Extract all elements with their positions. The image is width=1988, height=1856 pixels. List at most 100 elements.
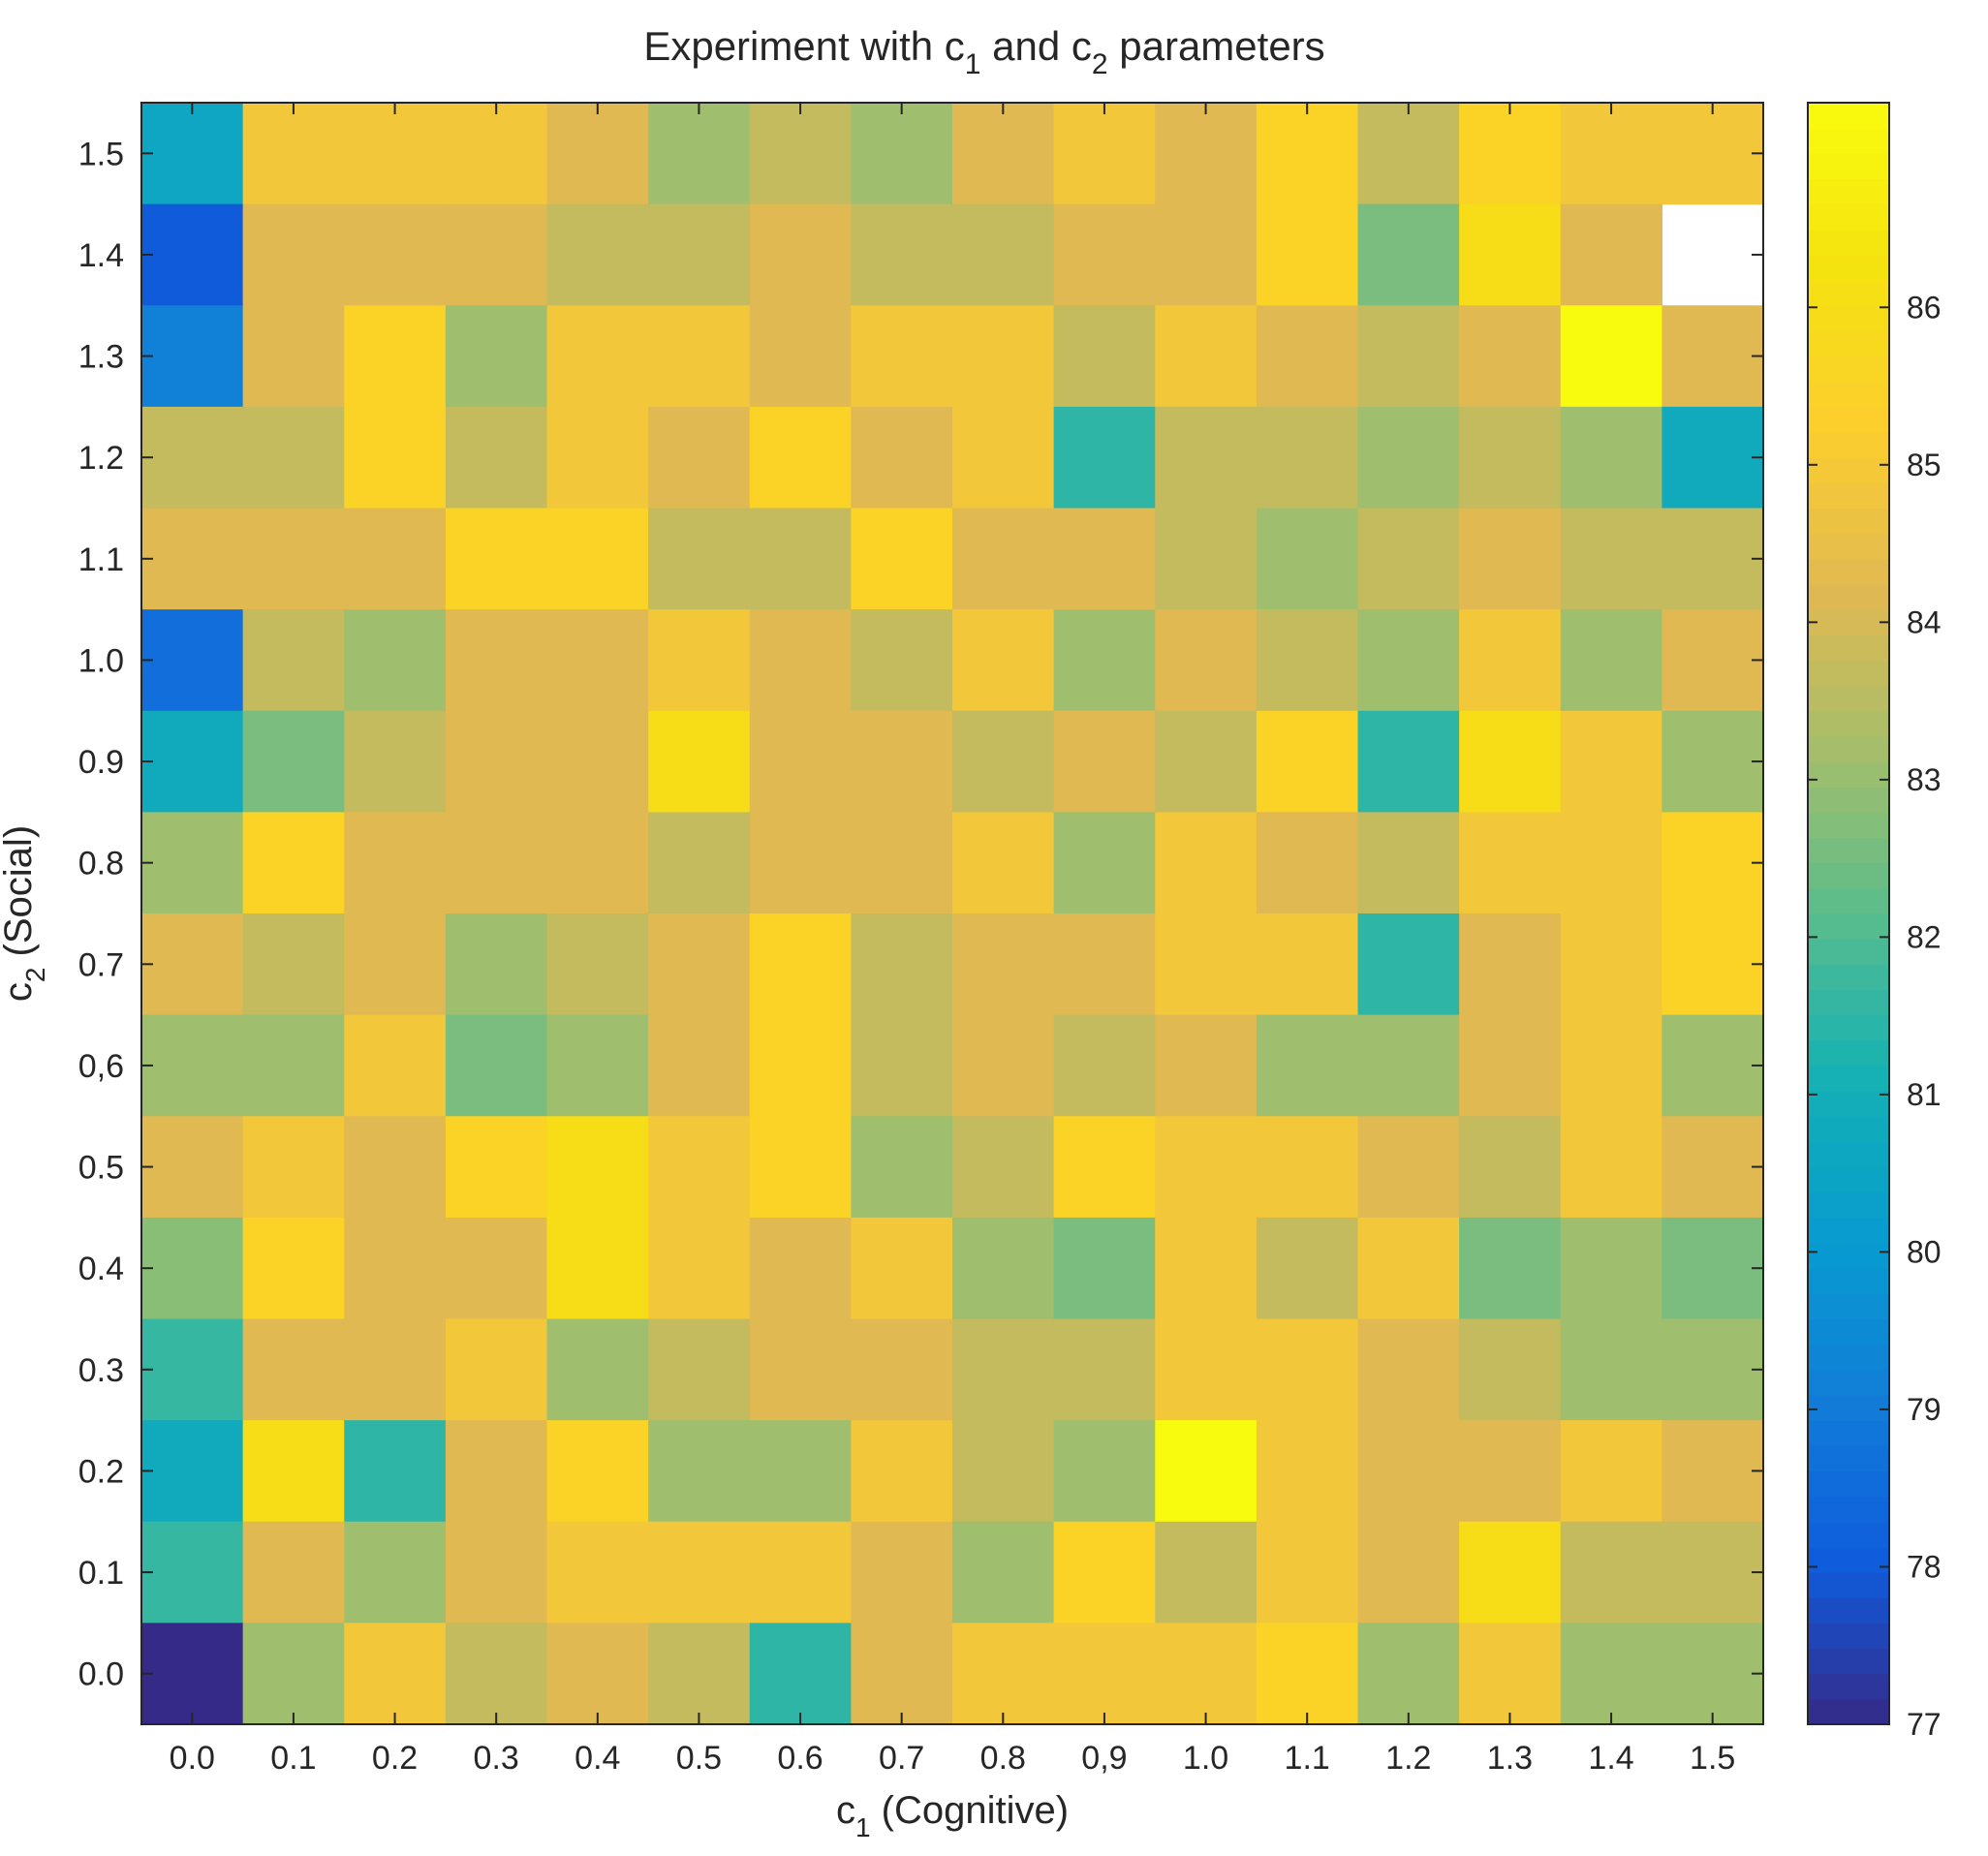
heatmap-cell bbox=[1155, 1521, 1258, 1624]
heatmap-cell bbox=[952, 103, 1055, 205]
colorbar-swatch bbox=[1808, 939, 1889, 965]
y-axis-label: c2 (Social) bbox=[0, 825, 50, 1002]
heatmap-cell bbox=[952, 1116, 1055, 1219]
heatmap-cell bbox=[344, 1014, 447, 1117]
heatmap-cell bbox=[445, 812, 548, 914]
heatmap-cell bbox=[749, 1318, 852, 1421]
heatmap-cell bbox=[242, 1116, 345, 1219]
heatmap-cell bbox=[851, 1521, 953, 1624]
heatmap-cell bbox=[1155, 406, 1258, 510]
colorbar-tick-label: 81 bbox=[1907, 1077, 1941, 1112]
heatmap-cell bbox=[952, 203, 1055, 306]
heatmap-cell bbox=[141, 1014, 244, 1117]
heatmap-cell bbox=[1459, 1420, 1562, 1523]
colorbar-swatch bbox=[1808, 1318, 1889, 1346]
heatmap-cell bbox=[851, 203, 953, 306]
heatmap-cell bbox=[445, 710, 548, 813]
heatmap-cell bbox=[1662, 1014, 1764, 1117]
colorbar-swatch bbox=[1808, 1445, 1889, 1472]
heatmap-cell bbox=[1459, 913, 1562, 1016]
heatmap-cell bbox=[1053, 1116, 1156, 1219]
heatmap-cell bbox=[1357, 812, 1460, 914]
colorbar-swatch bbox=[1808, 254, 1889, 281]
heatmap-cell bbox=[546, 609, 649, 712]
heatmap-cell bbox=[546, 305, 649, 408]
heatmap-cell bbox=[1256, 1014, 1359, 1117]
heatmap-cell bbox=[1560, 1521, 1662, 1624]
colorbar-swatch bbox=[1808, 609, 1889, 635]
heatmap-cell bbox=[1155, 913, 1258, 1016]
colorbar-swatch bbox=[1808, 634, 1889, 662]
heatmap-cell bbox=[1560, 913, 1662, 1016]
colorbar-swatch bbox=[1808, 1673, 1889, 1700]
heatmap-cell bbox=[648, 1116, 751, 1219]
y-tick-label: 0.7 bbox=[78, 946, 124, 983]
colorbar-swatch bbox=[1808, 1166, 1889, 1193]
heatmap-cell bbox=[1053, 1217, 1156, 1320]
y-axis-ticks: 0.0 0.1 0.2 0.3 0.4 0.5 0,6 0.7 0.8 0.9 1.0 1.1 1.2 1… bbox=[78, 136, 1763, 1693]
heatmap-cell bbox=[1053, 710, 1156, 813]
heatmap-cell bbox=[1560, 609, 1662, 712]
heatmap-cell bbox=[1256, 203, 1359, 306]
heatmap-cell bbox=[648, 812, 751, 914]
heatmap-cell bbox=[242, 1318, 345, 1421]
heatmap-cell bbox=[1560, 203, 1662, 306]
colorbar-swatch bbox=[1808, 1116, 1889, 1143]
heatmap-cell bbox=[546, 203, 649, 306]
heatmap-cell bbox=[344, 103, 447, 205]
colorbar-swatch bbox=[1808, 1091, 1889, 1117]
colorbar-swatch bbox=[1808, 1420, 1889, 1446]
heatmap-cell bbox=[445, 508, 548, 610]
heatmap-cell bbox=[1155, 1420, 1258, 1523]
x-tick-label: 1.4 bbox=[1588, 1740, 1633, 1777]
heatmap-cell bbox=[1357, 1623, 1460, 1725]
y-tick-label: 1.2 bbox=[78, 440, 124, 477]
heatmap-cell bbox=[242, 812, 345, 914]
colorbar-swatch bbox=[1808, 305, 1889, 332]
colorbar-swatch bbox=[1808, 1243, 1889, 1269]
colorbar-swatch bbox=[1808, 1191, 1889, 1219]
x-tick-label: 1.5 bbox=[1690, 1740, 1735, 1777]
heatmap-cell bbox=[1053, 406, 1156, 510]
heatmap-cell bbox=[242, 1014, 345, 1117]
heatmap-cell bbox=[648, 305, 751, 408]
heatmap-cell bbox=[1256, 406, 1359, 510]
y-tick-label: 0.9 bbox=[78, 744, 124, 781]
heatmap-cell bbox=[344, 609, 447, 712]
heatmap-cell bbox=[141, 1623, 244, 1725]
heatmap-cell bbox=[851, 1623, 953, 1725]
heatmap-cell bbox=[1155, 1318, 1258, 1421]
heatmap-cell bbox=[141, 812, 244, 914]
heatmap-cell bbox=[546, 1318, 649, 1421]
heatmap-cell bbox=[1053, 1014, 1156, 1117]
heatmap-cell bbox=[1459, 1318, 1562, 1421]
heatmap-cell bbox=[1459, 103, 1562, 205]
heatmap-cell bbox=[648, 913, 751, 1016]
heatmap-cell bbox=[1662, 1521, 1764, 1624]
heatmap-cell bbox=[1560, 1014, 1662, 1117]
heatmap-cell bbox=[141, 406, 244, 510]
colorbar-swatch bbox=[1808, 406, 1889, 433]
heatmap-cell bbox=[445, 1217, 548, 1320]
colorbar-swatch bbox=[1808, 913, 1889, 940]
heatmap-cell bbox=[1053, 508, 1156, 610]
heatmap-cell bbox=[1256, 1420, 1359, 1523]
heatmap-cell bbox=[344, 913, 447, 1016]
colorbar-swatch bbox=[1808, 862, 1889, 889]
heatmap-cell bbox=[1662, 812, 1764, 914]
heatmap-cell bbox=[1459, 1521, 1562, 1624]
colorbar-swatch bbox=[1808, 812, 1889, 839]
heatmap-cell bbox=[344, 1217, 447, 1320]
heatmap-cell bbox=[749, 812, 852, 914]
heatmap-cell bbox=[141, 1217, 244, 1320]
y-tick-label: 0.3 bbox=[78, 1352, 124, 1389]
heatmap-cell bbox=[242, 103, 345, 205]
heatmap-cell bbox=[1459, 508, 1562, 610]
heatmap-cell bbox=[546, 1116, 649, 1219]
colorbar-swatch bbox=[1808, 1268, 1889, 1294]
colorbar-swatch bbox=[1808, 887, 1889, 914]
heatmap-cell bbox=[1560, 508, 1662, 610]
heatmap-cell bbox=[851, 508, 953, 610]
heatmap-cell bbox=[1357, 1420, 1460, 1523]
heatmap-cell bbox=[1155, 609, 1258, 712]
